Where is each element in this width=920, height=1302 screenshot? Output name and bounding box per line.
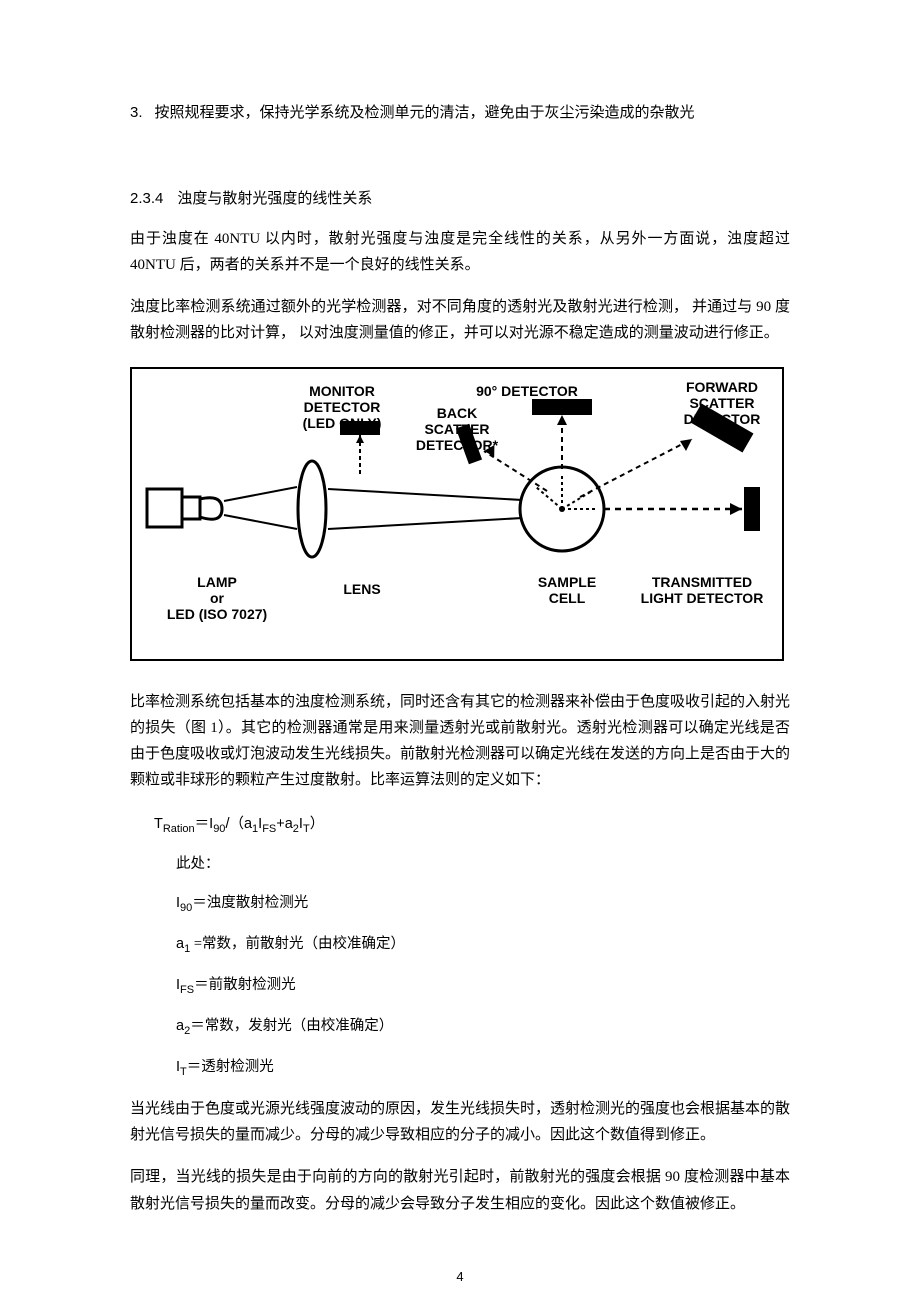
formula-here: 此处： bbox=[176, 852, 790, 873]
label-back-scatter: BACKSCATTERDETECTOR* bbox=[412, 405, 502, 453]
turbidity-diagram: MONITORDETECTOR(LED ONLY) 90° DETECTOR F… bbox=[130, 367, 784, 661]
section-number: 2.3.4 bbox=[130, 190, 163, 207]
formula-a2: a2＝常数，发射光（由校准确定） bbox=[176, 1014, 790, 1037]
page: 3. 按照规程要求，保持光学系统及检测单元的清洁，避免由于灰尘污染造成的杂散光 2… bbox=[0, 0, 920, 1302]
formula-ifs: IFS＝前散射检测光 bbox=[176, 973, 790, 996]
list-item-3-number: 3. bbox=[130, 104, 143, 121]
label-transmitted: TRANSMITTEDLIGHT DETECTOR bbox=[632, 574, 772, 606]
section-heading: 2.3.4 浊度与散射光强度的线性关系 bbox=[130, 187, 790, 208]
formula-block: TRation＝I90/（a1IFS+a2IT） 此处： I90＝浊度散射检测光… bbox=[154, 812, 790, 1078]
formula-a1: a1 =常数，前散射光（由校准确定） bbox=[176, 932, 790, 955]
paragraph-4: 当光线由于色度或光源光线强度波动的原因，发生光线损失时，透射检测光的强度也会根据… bbox=[130, 1096, 790, 1149]
section-title: 浊度与散射光强度的线性关系 bbox=[177, 191, 372, 207]
label-sample-cell: SAMPLECELL bbox=[522, 574, 612, 606]
label-lamp: LAMPorLED (ISO 7027) bbox=[152, 574, 282, 622]
label-forward-scatter: FORWARDSCATTERDETECTOR bbox=[672, 379, 772, 427]
label-monitor-detector: MONITORDETECTOR(LED ONLY) bbox=[282, 383, 402, 431]
label-90-detector: 90° DETECTOR bbox=[462, 383, 592, 399]
paragraph-5: 同理，当光线的损失是由于向前的方向的散射光引起时，前散射光的强度会根据 90 度… bbox=[130, 1164, 790, 1217]
formula-i90: I90＝浊度散射检测光 bbox=[176, 891, 790, 914]
paragraph-3: 比率检测系统包括基本的浊度检测系统，同时还含有其它的检测器来补偿由于色度吸收引起… bbox=[130, 689, 790, 794]
formula-it: IT＝透射检测光 bbox=[176, 1055, 790, 1078]
paragraph-2: 浊度比率检测系统通过额外的光学检测器，对不同角度的透射光及散射光进行检测， 并通… bbox=[130, 294, 790, 347]
list-item-3: 3. 按照规程要求，保持光学系统及检测单元的清洁，避免由于灰尘污染造成的杂散光 bbox=[130, 100, 790, 127]
label-lens: LENS bbox=[332, 581, 392, 597]
formula-equation: TRation＝I90/（a1IFS+a2IT） bbox=[154, 812, 790, 835]
page-number: 4 bbox=[0, 1269, 920, 1284]
list-item-3-text: 按照规程要求，保持光学系统及检测单元的清洁，避免由于灰尘污染造成的杂散光 bbox=[155, 105, 695, 121]
paragraph-1: 由于浊度在 40NTU 以内时，散射光强度与浊度是完全线性的关系，从另外一方面说… bbox=[130, 226, 790, 279]
